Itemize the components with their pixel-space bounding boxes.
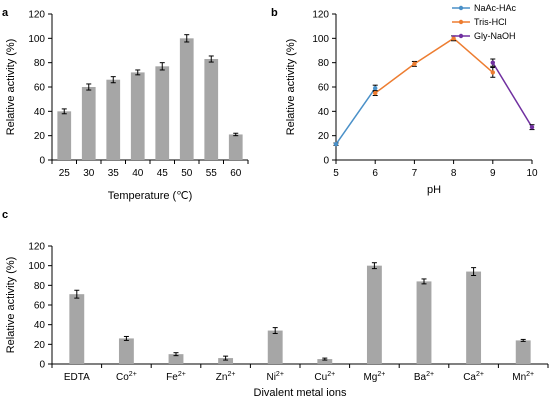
panel-a-bar xyxy=(81,87,96,160)
panel-c-bar xyxy=(118,338,134,364)
panel-c-bar xyxy=(366,265,382,364)
panel-b-y-tick-label: 60 xyxy=(318,83,330,94)
panel-b-chart: b 0 20 40 60 80 100 120 Relative activity (%) 5 6… xyxy=(271,3,538,196)
panel-a-chart: a 0 20 40 60 80 100 120 Relative activity (%) 25… xyxy=(2,7,249,202)
panel-b-y-tick-label: 100 xyxy=(312,34,329,45)
panel-a-bar xyxy=(179,38,194,161)
panel-b-series-1-point xyxy=(490,70,495,75)
panel-b-x-tick-label: 7 xyxy=(412,168,418,179)
panel-b-series-1-point xyxy=(451,36,456,41)
panel-b-x-tick-label: 9 xyxy=(490,168,496,179)
panel-b-series-0-legend-label: NaAc-HAc xyxy=(474,3,517,13)
panel-b-series-0-legend-marker xyxy=(458,5,464,11)
panel-c-y-tick-label: 60 xyxy=(34,301,46,312)
panel-c-bar xyxy=(515,340,531,364)
panel-a-x-tick-label: 55 xyxy=(206,168,218,179)
panel-a-y-tick-label: 60 xyxy=(34,83,46,94)
panel-a-y-tick-label: 0 xyxy=(39,156,45,167)
panel-c-x-tick-label: Cu2+ xyxy=(314,371,335,383)
panel-b-series-1-point xyxy=(373,90,378,96)
panel-c-x-tick-label: Ni2+ xyxy=(266,371,283,383)
panel-c-bar xyxy=(466,271,482,364)
panel-a-y-axis-title: Relative activity (%) xyxy=(5,39,17,136)
panel-c-bar xyxy=(416,281,432,364)
panel-b-x-tick-label: 6 xyxy=(372,168,378,179)
panel-b-y-tick-label: 120 xyxy=(312,10,329,21)
panel-a-x-axis-title: Temperature (℃) xyxy=(108,190,193,202)
panel-c-x-tick-label: Mn2+ xyxy=(512,371,534,383)
panel-c-y-tick-label: 0 xyxy=(39,360,45,371)
panel-c-chart: c 0 20 40 60 80 100 120 Relative activity (%) ED… xyxy=(2,209,549,399)
panel-c-bar xyxy=(69,294,85,364)
panel-b-x-axis-title: pH xyxy=(427,184,441,196)
panel-c-x-tick-label: Zn2+ xyxy=(216,371,236,383)
panel-a-y-tick-label: 80 xyxy=(34,58,46,69)
panel-c-y-tick-label: 100 xyxy=(28,261,45,272)
panel-a-x-tick-label: 40 xyxy=(132,168,144,179)
panel-c-x-tick-label: Mg2+ xyxy=(363,371,385,383)
panel-a-bar xyxy=(204,59,219,161)
panel-b-series-1-point xyxy=(412,61,417,67)
panel-b-series-0-point xyxy=(333,141,339,147)
panel-c-y-axis-title: Relative activity (%) xyxy=(5,257,17,354)
panel-b-series-1-line xyxy=(374,37,494,94)
panel-b-series-2-legend-label: Gly-NaOH xyxy=(474,31,516,41)
panel-a-bar xyxy=(155,66,170,160)
panel-a-letter: a xyxy=(2,7,9,19)
panel-b-series-1-legend-label: Tris-HCl xyxy=(474,17,507,27)
panel-c-x-tick-label: Co2+ xyxy=(116,371,137,383)
panel-b-y-tick-label: 40 xyxy=(318,107,330,118)
panel-b-series-2-point xyxy=(490,60,495,65)
panel-a-bar xyxy=(106,79,121,160)
panel-a-x-tick-label: 50 xyxy=(181,168,193,179)
panel-c-bar xyxy=(267,330,283,364)
panel-b-y-tick-label: 80 xyxy=(318,58,330,69)
panel-a-bar xyxy=(57,111,72,160)
panel-a-bar xyxy=(130,72,145,160)
panel-a-x-tick-label: 45 xyxy=(157,168,169,179)
panel-a-y-tick-label: 40 xyxy=(34,107,46,118)
panel-c-y-tick-label: 20 xyxy=(34,340,46,351)
panel-b-series-0-line xyxy=(335,87,376,145)
panel-a-x-tick-label: 35 xyxy=(108,168,120,179)
panel-b-y-tick-label: 20 xyxy=(318,131,330,142)
panel-b-y-axis-title: Relative activity (%) xyxy=(285,39,297,136)
panel-c-x-tick-label: EDTA xyxy=(64,372,90,383)
panel-a-bar xyxy=(228,134,243,160)
panel-c-y-tick-label: 40 xyxy=(34,320,46,331)
panel-c-y-tick-label: 120 xyxy=(28,242,45,253)
panel-c-bar xyxy=(218,358,234,364)
panel-c-y-tick-label: 80 xyxy=(34,281,46,292)
panel-b-series-2-legend-marker xyxy=(458,33,464,39)
panel-a-x-tick-label: 25 xyxy=(59,168,71,179)
panel-b-series-2-point xyxy=(529,124,535,130)
panel-b-x-tick-label: 5 xyxy=(333,168,339,179)
panel-b-series-2-line xyxy=(492,62,533,128)
panel-b-letter: b xyxy=(271,7,278,19)
panel-a-y-tick-label: 20 xyxy=(34,131,46,142)
panel-c-x-tick-label: Ca2+ xyxy=(463,371,484,383)
panel-c-bar xyxy=(168,354,184,364)
panel-b-x-tick-label: 8 xyxy=(451,168,457,179)
panel-b-y-tick-label: 0 xyxy=(323,156,329,167)
panel-c-bar xyxy=(317,359,333,364)
panel-c-x-tick-label: Fe2+ xyxy=(166,371,186,383)
panel-a-y-tick-label: 120 xyxy=(28,10,45,21)
panel-b-series-0-point xyxy=(373,86,378,91)
panel-c-x-axis-title: Divalent metal ions xyxy=(254,387,347,399)
panel-a-y-tick-label: 100 xyxy=(28,34,45,45)
panel-b-series-1-legend-marker xyxy=(458,19,464,25)
panel-c-letter: c xyxy=(2,209,8,221)
panel-a-x-tick-label: 60 xyxy=(230,168,242,179)
panel-b-x-tick-label: 10 xyxy=(526,168,538,179)
panel-c-x-tick-label: Ba2+ xyxy=(414,371,434,383)
panel-a-x-tick-label: 30 xyxy=(83,168,95,179)
